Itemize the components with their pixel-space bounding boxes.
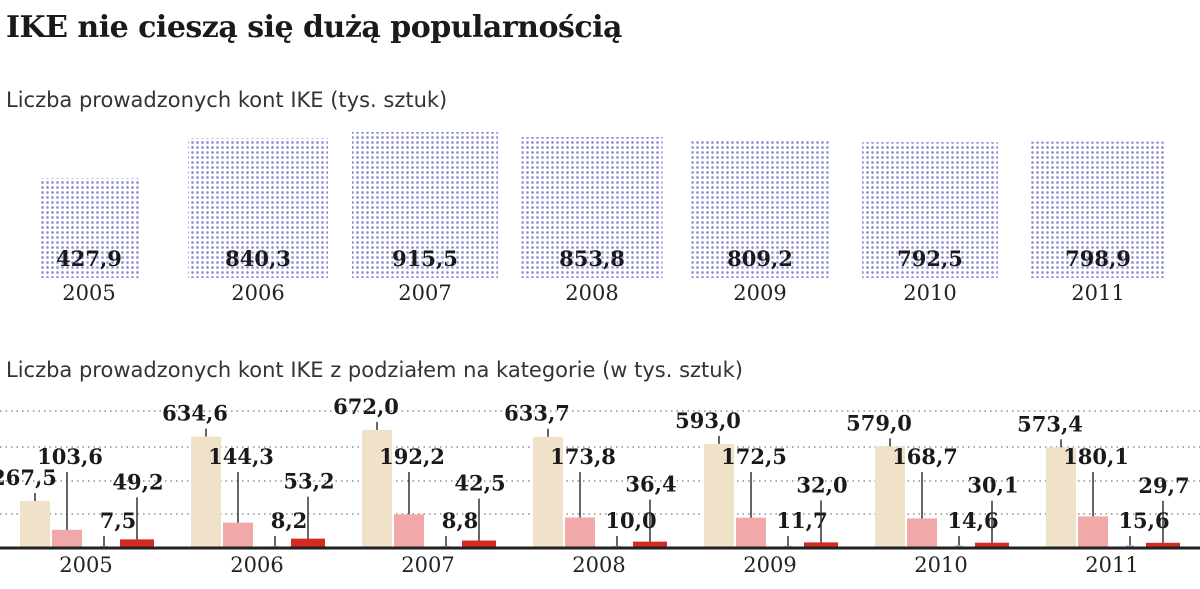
- total-bar: [352, 132, 498, 278]
- category-bar: [1146, 542, 1180, 548]
- total-bar: [521, 137, 663, 278]
- year-tick-label: 2010: [903, 281, 956, 305]
- total-value-label: 840,3: [225, 246, 291, 271]
- category-value-label: 36,4: [625, 472, 676, 497]
- category-bar: [804, 542, 838, 548]
- category-value-label: 8,8: [442, 508, 479, 533]
- category-value-label: 180,1: [1063, 444, 1129, 469]
- total-value-label: 427,9: [56, 246, 122, 271]
- total-bar: [862, 142, 998, 278]
- category-bar: [394, 514, 424, 548]
- year-tick-label: 2011: [1071, 281, 1124, 305]
- total-value-label: 915,5: [392, 246, 458, 271]
- category-value-label: 573,4: [1017, 411, 1083, 436]
- year-tick-label: 2008: [565, 281, 618, 305]
- category-value-label: 42,5: [454, 471, 505, 496]
- total-value-label: 792,5: [897, 246, 963, 271]
- category-bar: [736, 517, 766, 548]
- category-value-label: 173,8: [550, 444, 616, 469]
- category-bar: [704, 443, 734, 548]
- year-tick-label: 2011: [1085, 553, 1138, 577]
- total-bar: [39, 178, 139, 278]
- bottom-chart-subtitle: Liczba prowadzonych kont IKE z podziałem…: [6, 358, 743, 382]
- chart-title: IKE nie cieszą się dużą popularnością: [6, 10, 622, 45]
- category-value-label: 10,0: [605, 508, 656, 533]
- year-tick-label: 2010: [914, 553, 967, 577]
- category-bar: [52, 529, 82, 548]
- category-value-label: 49,2: [112, 469, 163, 494]
- category-value-label: 168,7: [892, 444, 958, 469]
- total-bar: [188, 138, 328, 278]
- category-value-label: 172,5: [721, 444, 787, 469]
- category-value-label: 267,5: [0, 465, 57, 490]
- category-bar: [120, 539, 154, 548]
- category-bar: [975, 542, 1009, 548]
- year-tick-label: 2007: [401, 553, 454, 577]
- category-value-label: 633,7: [504, 401, 570, 426]
- category-value-label: 29,7: [1138, 473, 1189, 498]
- category-value-label: 11,7: [776, 508, 827, 533]
- total-bar: [1029, 141, 1167, 278]
- category-bar: [223, 522, 253, 548]
- category-bar: [875, 446, 905, 548]
- category-bar: [633, 541, 667, 548]
- year-tick-label: 2009: [733, 281, 786, 305]
- year-tick-label: 2007: [398, 281, 451, 305]
- category-value-label: 7,5: [100, 508, 137, 533]
- total-value-label: 798,9: [1065, 246, 1131, 271]
- category-value-label: 8,2: [271, 508, 308, 533]
- category-value-label: 579,0: [846, 410, 912, 435]
- category-value-label: 15,6: [1118, 508, 1169, 533]
- year-tick-label: 2009: [743, 553, 796, 577]
- total-value-label: 809,2: [727, 246, 793, 271]
- category-bar: [565, 517, 595, 548]
- total-bar: [691, 140, 829, 278]
- category-bar: [191, 436, 221, 548]
- top-chart-subtitle: Liczba prowadzonych kont IKE (tys. sztuk…: [6, 88, 448, 112]
- category-value-label: 14,6: [947, 508, 998, 533]
- year-tick-label: 2008: [572, 553, 625, 577]
- category-bar: [1078, 516, 1108, 548]
- category-value-label: 144,3: [208, 444, 274, 469]
- total-value-label: 853,8: [559, 246, 625, 271]
- category-bar: [291, 538, 325, 548]
- category-bar: [533, 436, 563, 548]
- category-value-label: 103,6: [37, 444, 103, 469]
- category-bar: [362, 430, 392, 548]
- category-value-label: 32,0: [796, 472, 847, 497]
- year-tick-label: 2005: [62, 281, 115, 305]
- year-tick-label: 2006: [230, 553, 283, 577]
- category-bar: [907, 518, 937, 548]
- category-bar: [1046, 447, 1076, 548]
- category-value-label: 593,0: [675, 408, 741, 433]
- category-value-label: 634,6: [162, 401, 228, 426]
- category-value-label: 192,2: [379, 444, 445, 469]
- year-tick-label: 2005: [59, 553, 112, 577]
- category-value-label: 672,0: [333, 394, 399, 419]
- category-bar: [20, 501, 50, 548]
- category-value-label: 30,1: [967, 473, 1018, 498]
- year-tick-label: 2006: [231, 281, 284, 305]
- category-value-label: 53,2: [283, 469, 334, 494]
- category-bar: [462, 540, 496, 548]
- top-chart: 427,9 2005 840,3 2006 915,5 2007 853,8 2008 809,…: [39, 132, 1167, 305]
